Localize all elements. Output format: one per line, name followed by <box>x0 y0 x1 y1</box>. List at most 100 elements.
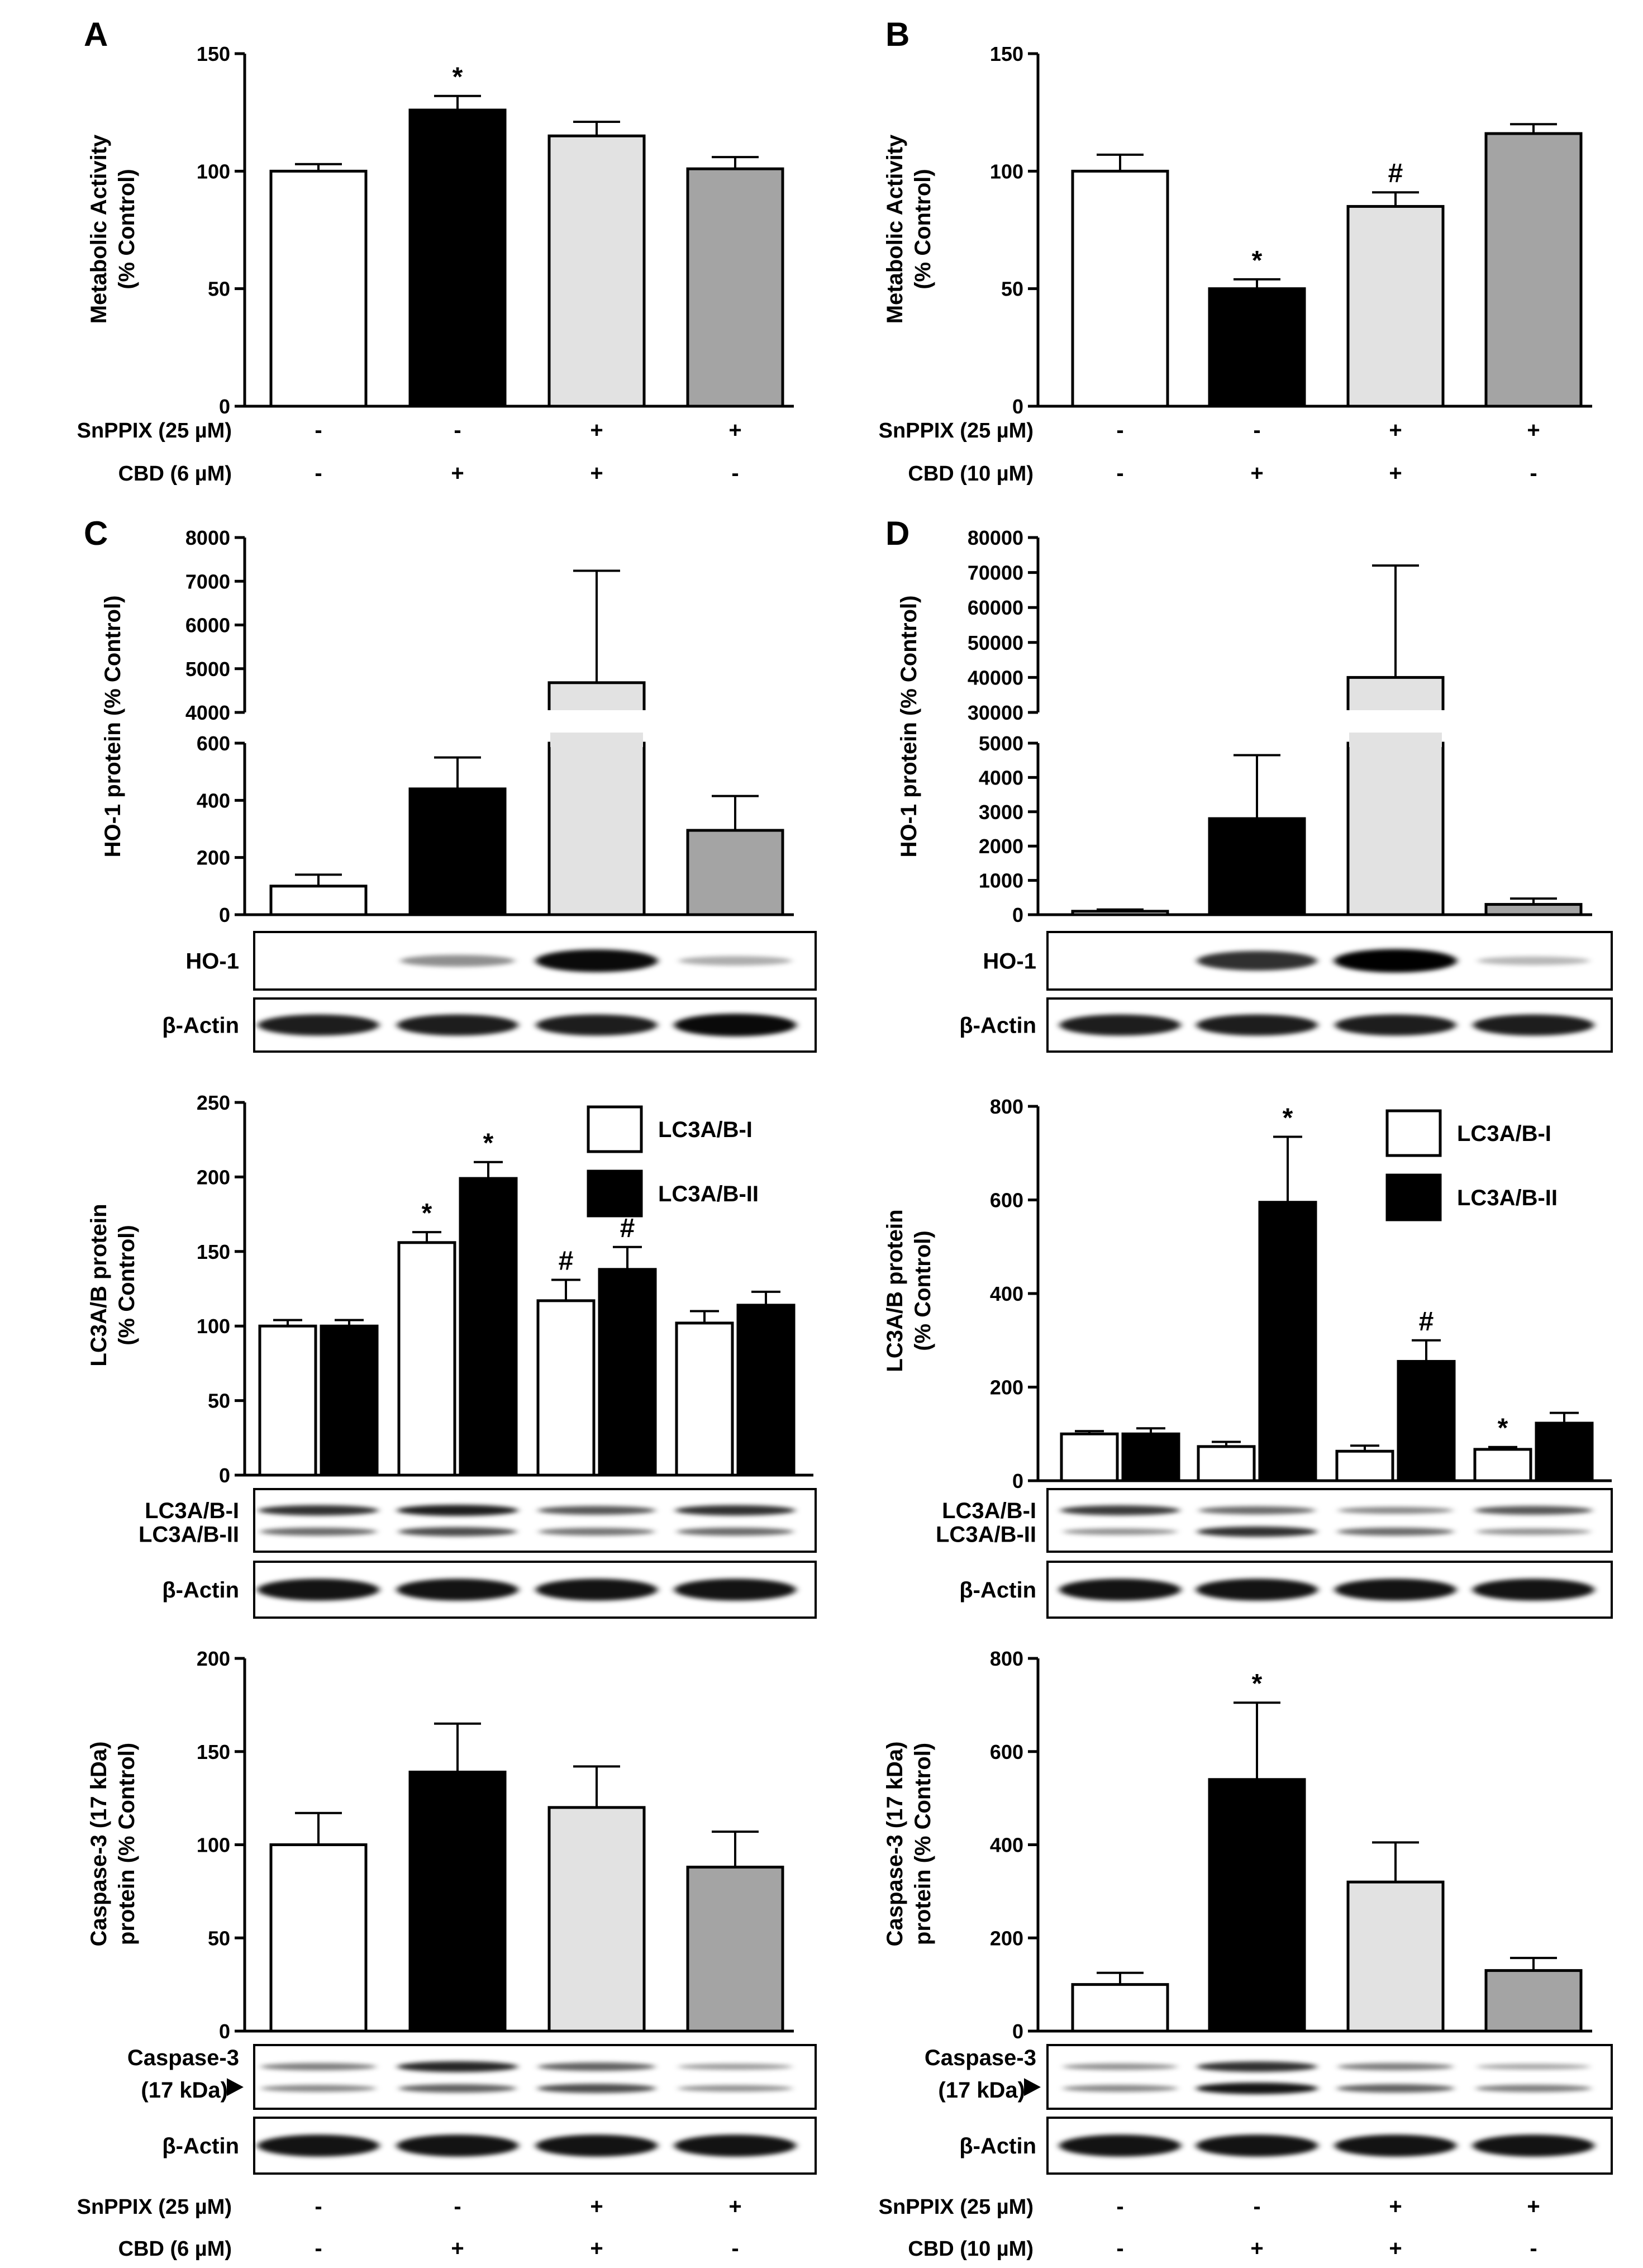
bar <box>736 1304 796 1477</box>
y-tick-label: 100 <box>197 160 230 183</box>
legend-label: LC3A/B-II <box>658 1182 759 1206</box>
bar <box>1484 1969 1583 2033</box>
bar <box>269 1843 368 2033</box>
chart-d-lc3-protein: 0 200 400 600 800 LC3A/B protein (% Control) * *… <box>883 1095 1612 1492</box>
y-tick-label: 150 <box>197 42 230 65</box>
blot-band <box>1197 2061 1317 2072</box>
y-tick-label: 80000 <box>968 526 1023 549</box>
y-tick-label: 0 <box>219 2020 230 2043</box>
blot-band <box>1335 1014 1456 1036</box>
y-tick-label: 0 <box>1012 395 1023 418</box>
legend-label: LC3A/B-I <box>1457 1121 1551 1146</box>
panel-letter-c: C <box>84 515 108 552</box>
y-axis-label: Metabolic Activity <box>87 134 111 324</box>
blot-band <box>537 1506 656 1515</box>
bar <box>258 1324 317 1477</box>
blot-label: Caspase-3 <box>925 2046 1036 2070</box>
blot-band <box>1473 1578 1594 1601</box>
bar <box>1208 817 1306 916</box>
chart-c-ho1-protein: 0 200 400 600 4000 5000 6000 7000 8000 HO-1 prote… <box>101 526 794 926</box>
significance-mark: # <box>559 1246 574 1276</box>
significance-mark: * <box>1498 1414 1508 1443</box>
bar <box>1535 1421 1594 1482</box>
y-tick-label: 600 <box>990 1741 1023 1763</box>
blot-band <box>1196 1014 1318 1036</box>
treatment-sign: + <box>1250 2236 1263 2261</box>
blot-band <box>1059 1014 1181 1036</box>
bar <box>1071 910 1169 916</box>
treatment-sign: + <box>590 461 603 486</box>
treatment-sign: + <box>590 418 603 443</box>
legend-swatch <box>1385 1109 1442 1157</box>
blot-label: β-Actin <box>162 1014 239 1038</box>
arrow-head-icon <box>227 2078 244 2096</box>
y-axis-label: Caspase-3 (17 kDa) <box>883 1742 907 1947</box>
y-tick-label: 1000 <box>979 869 1023 892</box>
y-tick-label: 0 <box>219 904 230 926</box>
blot-label: LC3A/B-II <box>139 1523 239 1547</box>
blot-band <box>678 2063 792 2070</box>
y-tick-label: 0 <box>219 1464 230 1487</box>
treatment-sign: - <box>731 2236 739 2261</box>
chart-a-metabolic-activity: 0 50 100 150 Metabolic Activity (% Control) * <box>87 42 794 418</box>
bar <box>598 1268 657 1477</box>
blot-band <box>258 1014 379 1036</box>
y-tick-label: 50000 <box>968 631 1023 654</box>
bar <box>547 134 646 408</box>
axis-break-gap <box>547 710 646 733</box>
y-tick-label: 150 <box>197 1240 230 1263</box>
bar <box>269 885 368 916</box>
blot-band <box>1196 2134 1318 2157</box>
blot-band <box>397 1505 518 1516</box>
treatment-sign: + <box>728 2194 741 2219</box>
blot-d-casp: Caspase-3 (17 kDa) <box>925 2044 1613 2110</box>
y-tick-label: 50 <box>208 278 230 301</box>
blot-label: LC3A/B-I <box>942 1499 1036 1523</box>
bar <box>459 1177 518 1477</box>
blot-band <box>1473 1014 1594 1036</box>
blot-band <box>1477 956 1590 966</box>
blot-band <box>1196 2082 1318 2094</box>
treatment-sign: - <box>315 418 322 443</box>
legend-swatch <box>1385 1173 1442 1221</box>
blot-band <box>1063 2063 1178 2070</box>
bar <box>686 829 784 916</box>
treatment-sign: + <box>728 418 741 443</box>
y-tick-label: 4000 <box>185 701 230 724</box>
blot-c-actin3: β-Actin <box>162 2117 817 2175</box>
y-tick-label: 50 <box>208 1927 230 1950</box>
treatment-sign: - <box>1253 418 1260 443</box>
treatment-sign: + <box>1250 461 1263 486</box>
treatment-label: SnPPIX (25 µM) <box>879 419 1034 443</box>
bar <box>536 1299 596 1477</box>
blot-label: LC3A/B-II <box>936 1523 1036 1547</box>
y-tick-label: 50 <box>1001 278 1023 301</box>
blot-band <box>1334 949 1457 973</box>
y-tick-label: 800 <box>990 1647 1023 1670</box>
bar <box>1208 1778 1306 2033</box>
treatment-sign: - <box>1116 461 1123 486</box>
blot-band <box>675 1505 796 1516</box>
bar <box>547 681 646 714</box>
y-tick-label: 150 <box>990 42 1023 65</box>
bar <box>1346 205 1445 408</box>
y-tick-label: 0 <box>219 395 230 418</box>
blot-band <box>260 2063 377 2071</box>
y-tick-label: 600 <box>990 1189 1023 1212</box>
blot-d-ho1: HO-1 <box>983 931 1613 991</box>
y-tick-label: 600 <box>197 732 230 755</box>
y-axis-label: Caspase-3 (17 kDa) <box>87 1742 111 1947</box>
chart-c-caspase3-protein: 0 50 100 150 200 Caspase-3 (17 kDa) protein (%… <box>87 1647 794 2043</box>
y-axis-label: (% Control) <box>911 1230 935 1351</box>
treatment-sign: - <box>1116 2236 1123 2261</box>
bar <box>1473 1448 1532 1482</box>
treatment-label: CBD (10 µM) <box>908 2237 1034 2261</box>
bar <box>408 787 507 916</box>
y-tick-label: 0 <box>1012 904 1023 926</box>
blot-label: (17 kDa) <box>141 2078 228 2103</box>
bar <box>1071 169 1169 408</box>
y-tick-label: 200 <box>197 1166 230 1188</box>
treatment-sign: + <box>1527 2194 1540 2219</box>
panel-letter-a: A <box>84 16 108 53</box>
